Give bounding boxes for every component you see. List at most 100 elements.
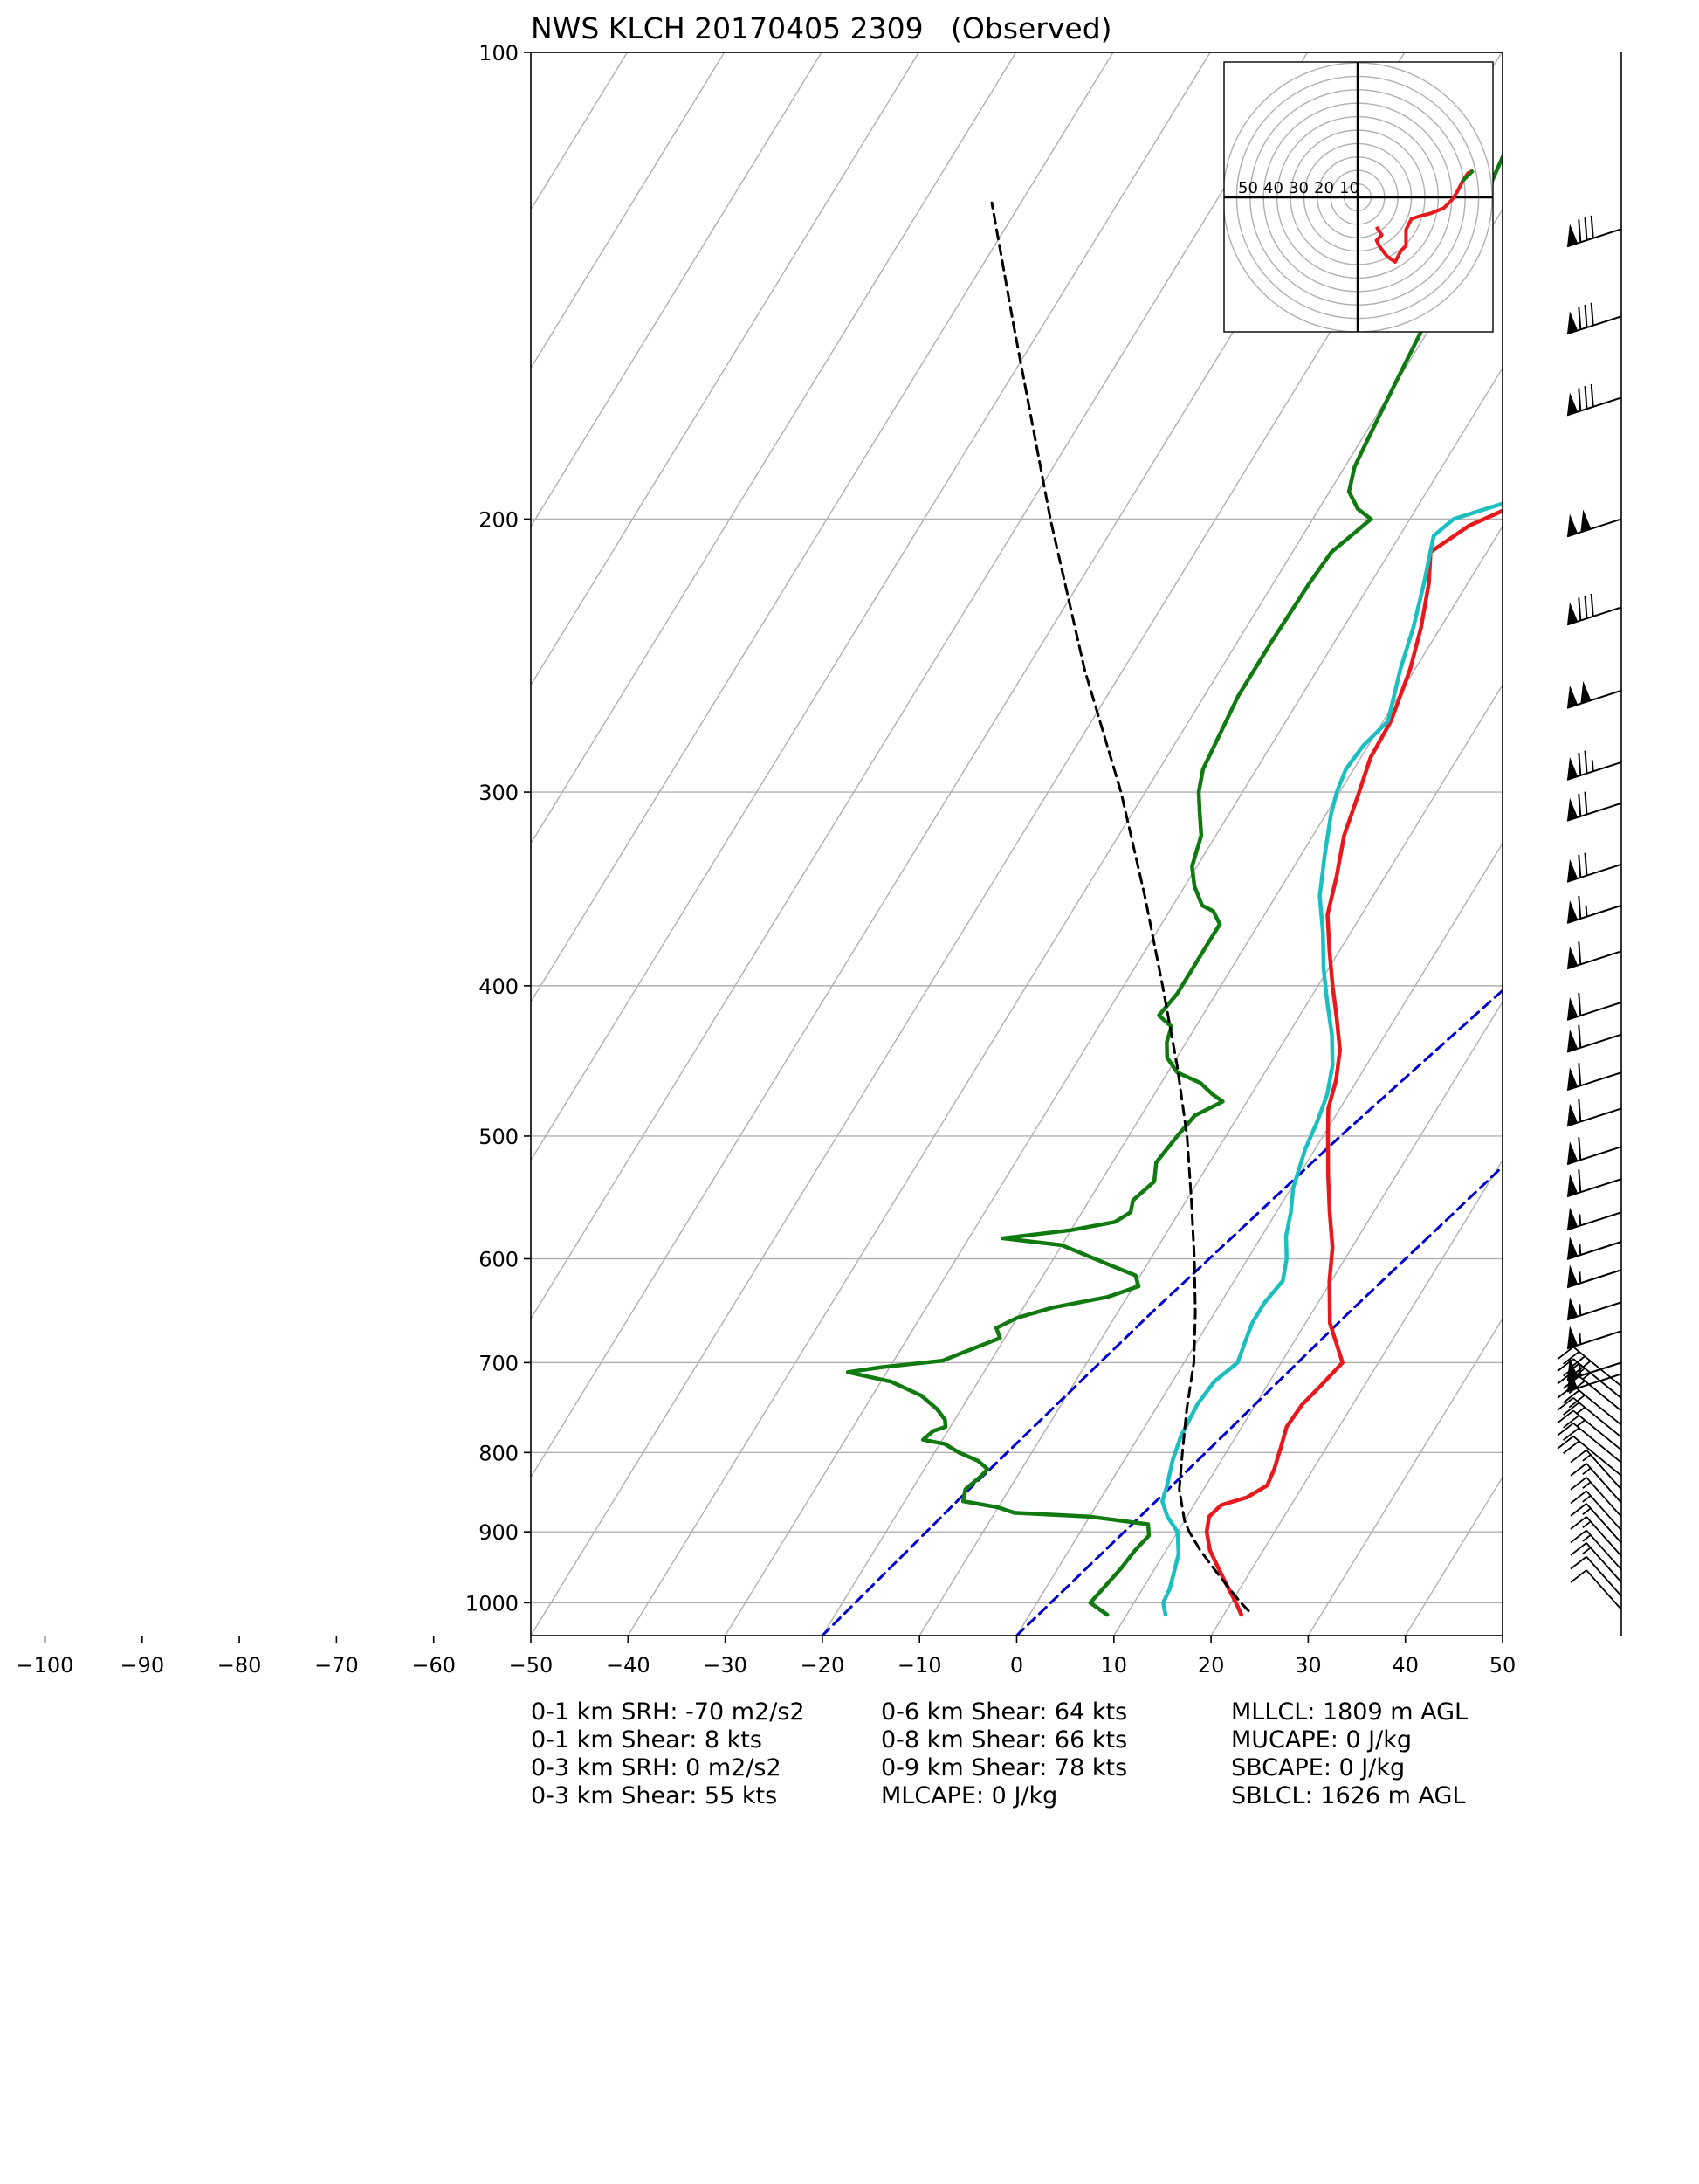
temp-tick-label-2: −80 <box>217 1653 262 1678</box>
hodograph-plot <box>1224 62 1493 332</box>
wind-barb <box>1566 941 1622 970</box>
pressure-tick-label-600: 600 <box>478 1248 519 1272</box>
isotherm--120 <box>531 52 822 528</box>
wind-barb <box>1557 1436 1622 1477</box>
pressure-tick-label-300: 300 <box>478 781 519 805</box>
temp-tick-label-0: −100 <box>17 1653 74 1678</box>
pressure-tick-label-500: 500 <box>478 1125 519 1149</box>
temperature-line <box>1204 508 1503 1617</box>
temp-tick-label-8: −20 <box>801 1653 845 1678</box>
wind-barb <box>1570 1516 1622 1557</box>
wind-barb <box>1557 1409 1622 1451</box>
wind-barb <box>1566 1326 1622 1350</box>
wind-barb <box>1557 1385 1622 1426</box>
isotherm--90 <box>531 52 1114 1003</box>
isotherm--110 <box>531 52 919 686</box>
wind-barb <box>1566 992 1622 1021</box>
wind-barb <box>1566 1297 1622 1321</box>
wind-barb <box>1570 1463 1622 1504</box>
wind-barb <box>1566 852 1622 883</box>
hodograph-ring-label-0: 50 <box>1238 179 1258 197</box>
wind-barb <box>1566 791 1622 822</box>
isotherm--200 <box>0 52 45 1636</box>
index-srh-0-1km: 0-1 km SRH: -70 m2/s2 <box>531 1698 805 1726</box>
index-shear-0-1km: 0-1 km Shear: 8 kts <box>531 1726 762 1753</box>
wind-barb <box>1570 1542 1622 1583</box>
index-shear-0-3km: 0-3 km Shear: 55 kts <box>531 1782 777 1809</box>
isotherm--30 <box>725 367 1503 1636</box>
wind-barb <box>1566 1207 1622 1231</box>
wind-barb <box>1566 593 1622 626</box>
hodograph-ring-label-4: 10 <box>1339 179 1359 197</box>
pressure-tick-label-400: 400 <box>478 975 519 999</box>
isotherm-50 <box>1502 1634 1503 1636</box>
sounding-indices: 0-1 km SRH: -70 m2/s2 0-1 km Shear: 8 kt… <box>531 1698 1468 1809</box>
temperature-axis: −100 −90 −80 −70 −60 −50 −40 −30 −20 −10 0 10 20 30 40… <box>17 1636 1517 1678</box>
hodograph-trace <box>1374 169 1475 264</box>
temp-tick-label-15: 50 <box>1489 1653 1517 1678</box>
wind-barb <box>1570 1569 1622 1610</box>
hodograph-frame <box>1223 61 1494 333</box>
reference-lines <box>821 989 1503 1636</box>
isotherm--20 <box>822 525 1503 1636</box>
wind-barb <box>1566 680 1622 709</box>
wind-barb <box>1570 1490 1622 1532</box>
temp-tick-label-4: −60 <box>411 1653 456 1678</box>
hodograph-inset: 50 40 30 20 10 <box>1223 61 1494 333</box>
wind-barb <box>1570 1555 1622 1597</box>
index-shear-0-6km: 0-6 km Shear: 64 kts <box>881 1698 1127 1726</box>
isotherm--80 <box>531 52 1211 1161</box>
temp-tick-label-11: 10 <box>1101 1653 1128 1678</box>
wind-barb <box>1566 895 1622 924</box>
virtual-temperature-line <box>1160 501 1503 1617</box>
isotherm-30 <box>1307 1317 1503 1636</box>
temp-tick-label-3: −70 <box>314 1653 359 1678</box>
index-mllcl: MLLCL: 1809 m AGL <box>1231 1698 1468 1726</box>
wind-barb <box>1566 1099 1622 1127</box>
chart-title: NWS KLCH 20170405 2309 (Observed) <box>531 11 1112 45</box>
hodograph-ring-labels: 50 40 30 20 10 <box>1238 179 1359 197</box>
wind-barb <box>1566 383 1622 417</box>
parcel-profile-line <box>990 201 1250 1613</box>
isotherm-60 <box>1599 52 1699 1636</box>
wind-barb <box>1566 1137 1622 1166</box>
wind-barb <box>1566 1024 1622 1053</box>
pressure-tick-label-1000: 1000 <box>465 1591 519 1616</box>
isotherm--70 <box>531 52 1309 1320</box>
pressure-tick-label-200: 200 <box>478 507 519 532</box>
isotherm--10 <box>918 683 1503 1636</box>
wind-barb <box>1557 1423 1622 1464</box>
wind-barb <box>1566 1169 1622 1198</box>
temp-tick-label-9: −10 <box>898 1653 942 1678</box>
isotherm--190 <box>0 52 141 1636</box>
index-mucape: MUCAPE: 0 J/kg <box>1231 1726 1412 1753</box>
isotherm-20 <box>1210 1159 1503 1636</box>
pressure-tick-label-700: 700 <box>478 1351 519 1375</box>
index-sbcape: SBCAPE: 0 J/kg <box>1231 1754 1405 1781</box>
wind-barb <box>1570 1503 1622 1544</box>
wind-barb <box>1566 1063 1622 1092</box>
wind-barb <box>1557 1370 1622 1412</box>
index-shear-0-8km: 0-8 km Shear: 66 kts <box>881 1726 1127 1753</box>
temp-tick-label-7: −30 <box>703 1653 747 1678</box>
wind-barb <box>1566 1264 1622 1289</box>
index-mlcape: MLCAPE: 0 J/kg <box>881 1782 1057 1809</box>
hodograph-ring-label-2: 30 <box>1289 179 1309 197</box>
isotherm--100 <box>531 52 1017 845</box>
isotherm--140 <box>531 52 628 211</box>
isotherm-10 <box>1113 1000 1503 1636</box>
dewpoint-line <box>845 152 1503 1617</box>
index-sblcl: SBLCL: 1626 m AGL <box>1231 1782 1465 1809</box>
index-srh-0-3km: 0-3 km SRH: 0 m2/s2 <box>531 1754 781 1781</box>
isotherm--130 <box>531 52 726 369</box>
wind-barb <box>1566 1236 1622 1260</box>
pressure-tick-label-900: 900 <box>478 1520 519 1545</box>
wind-barb <box>1566 302 1622 335</box>
temp-tick-label-14: 40 <box>1392 1653 1419 1678</box>
hodograph-trace-top <box>1461 169 1475 183</box>
hodograph-ring-label-1: 40 <box>1263 179 1283 197</box>
wind-barb-column <box>1557 52 1622 1636</box>
temp-tick-label-6: −40 <box>606 1653 650 1678</box>
